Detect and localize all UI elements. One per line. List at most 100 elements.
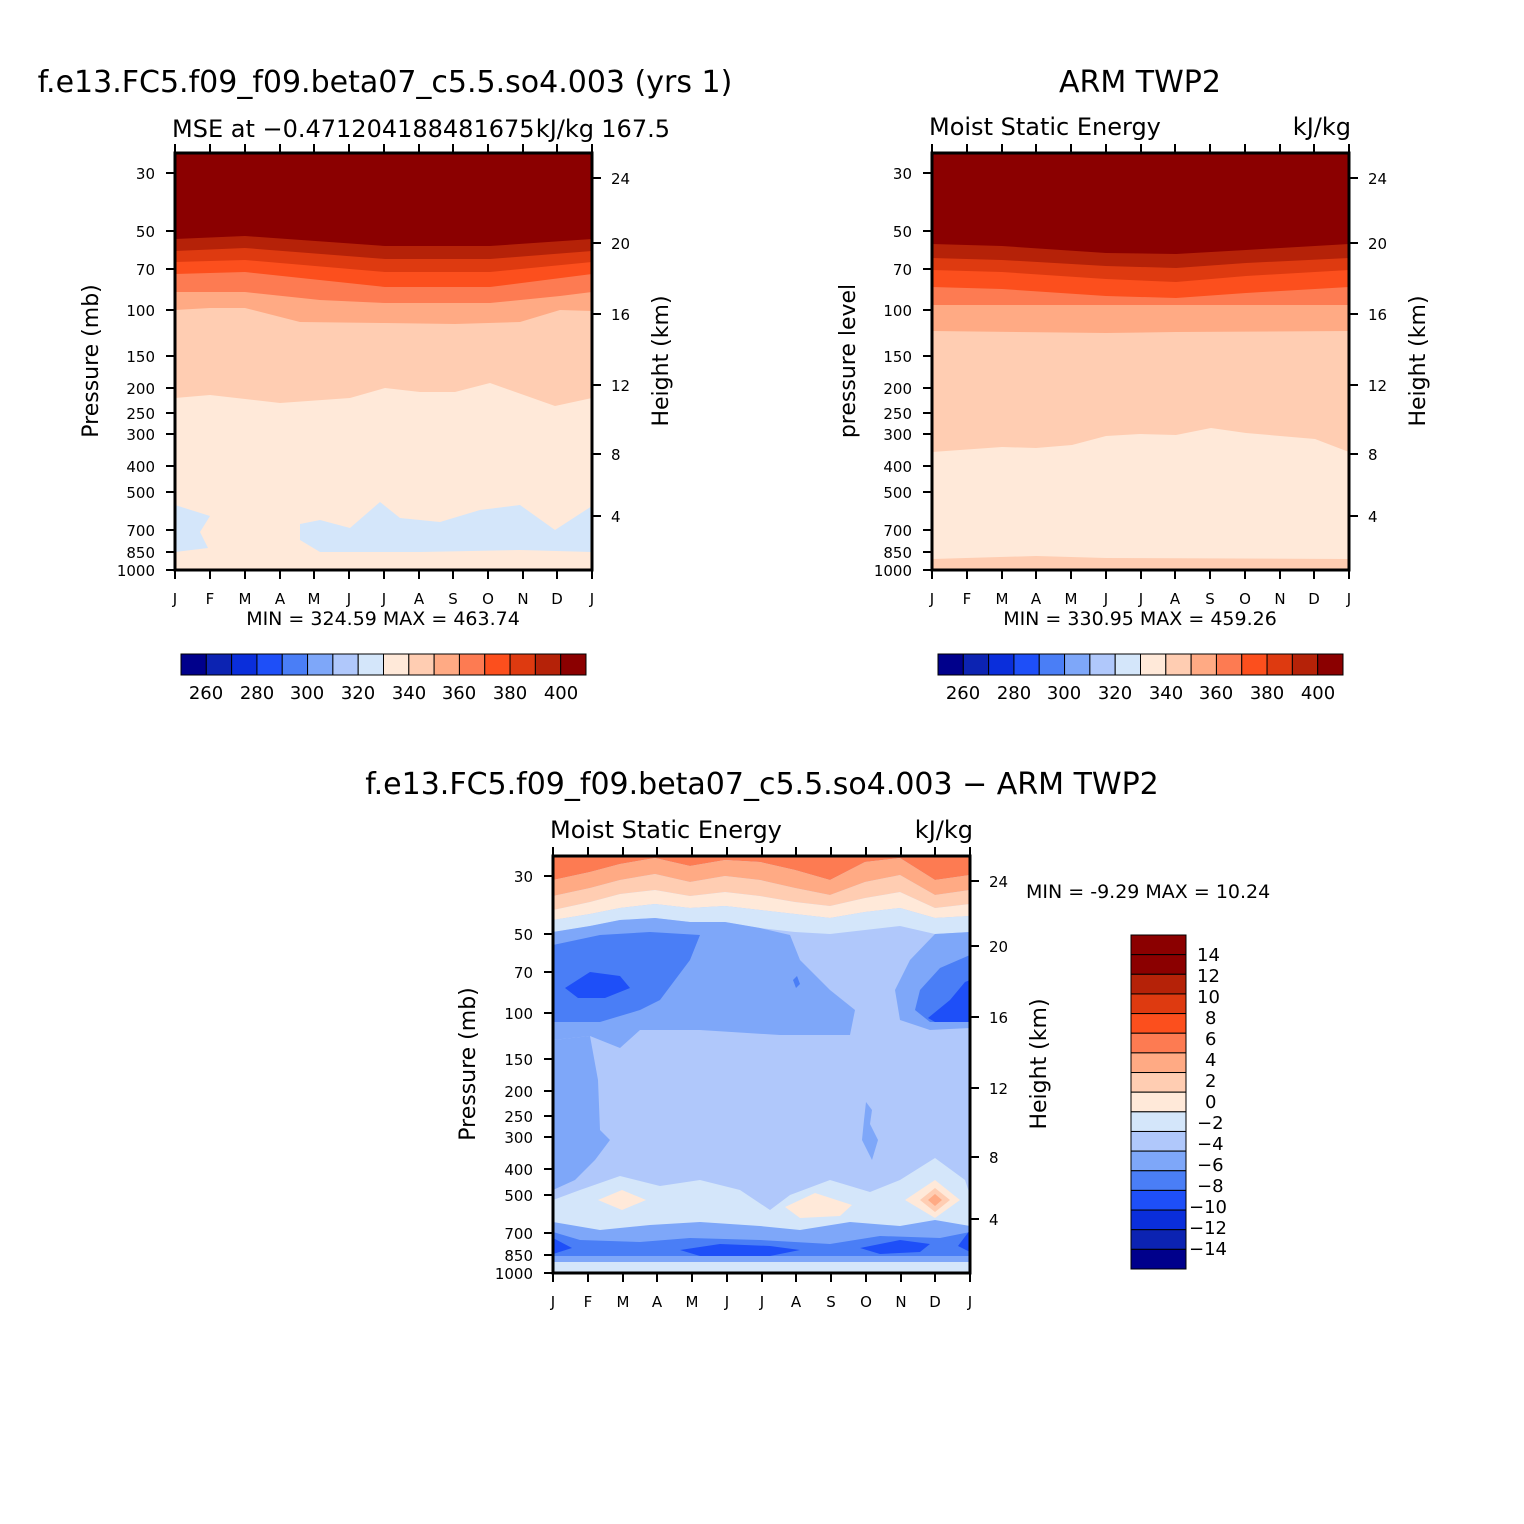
- x-tick-label: A: [1031, 590, 1042, 608]
- panel-diff-y-tick-labels: 30 50 70 100 150 200 250 300 400 500 700…: [495, 868, 533, 1283]
- model-band-330-bottom: [175, 562, 592, 570]
- colorbar-label: 280: [240, 683, 274, 704]
- colorbar-swatch: [1130, 934, 1187, 956]
- colorbar-swatch: [1038, 653, 1066, 676]
- colorbar-swatch: [433, 653, 460, 676]
- panel-obs-y-tick-labels: 30 50 70 100 150 200 250 300 400 500 700…: [874, 165, 912, 580]
- panel-diff-plot: [551, 854, 972, 1275]
- y-tick-label: 200: [126, 380, 155, 398]
- panel-model-left-subtitle: MSE at −0.471204188481675: [172, 115, 535, 143]
- colorbar-label: 320: [1098, 683, 1132, 704]
- y-tick-label: 100: [883, 302, 912, 320]
- diff-upper-8: [553, 932, 700, 1022]
- x-tick-label: O: [1239, 590, 1251, 608]
- x-tick-label: D: [1308, 590, 1320, 608]
- y-tick-label: 400: [126, 458, 155, 476]
- colorbar-label: −10: [1189, 1197, 1227, 1218]
- x-tick-label: A: [652, 1293, 663, 1311]
- diff-lower-10-b: [860, 1240, 930, 1254]
- colorbar-label: 12: [1197, 966, 1220, 987]
- y-tick-label: 700: [883, 522, 912, 540]
- panel-diff-x-axis: [552, 847, 971, 1282]
- panel-diff-colorbar-labels: 14 12 10 8 6 4 2 0 −2 −4 −6 −8 −10 −12 −…: [1189, 945, 1227, 1260]
- colorbar-swatch: [1130, 1229, 1187, 1250]
- y-tick-label: 700: [126, 522, 155, 540]
- panel-model-y2label: Height (km): [649, 295, 674, 426]
- colorbar-swatch: [1089, 653, 1116, 676]
- panel-model-y-tick-labels: 30 50 70 100 150 200 250 300 400 500 700…: [117, 165, 155, 580]
- y-tick-label: 1000: [495, 1265, 533, 1283]
- x-tick-label: J: [967, 1293, 972, 1311]
- colorbar-swatch: [383, 653, 410, 676]
- panel-diff-y2-axis: [970, 880, 979, 1220]
- x-tick-label: J: [589, 590, 594, 608]
- colorbar-swatch: [1130, 993, 1187, 1015]
- colorbar-swatch: [408, 653, 435, 676]
- panel-obs-x-axis: [931, 144, 1350, 579]
- colorbar-swatch: [1064, 653, 1091, 676]
- y2-tick-label: 20: [1368, 235, 1387, 253]
- diff-lower-8-band: [553, 1232, 970, 1256]
- x-tick-label: A: [414, 590, 425, 608]
- y2-tick-label: 24: [611, 170, 630, 188]
- diff-lower-0-b: [785, 1193, 852, 1218]
- colorbar-swatch: [560, 653, 587, 676]
- colorbar-label: 0: [1205, 1092, 1216, 1113]
- x-tick-label: J: [550, 1293, 555, 1311]
- colorbar-swatch: [1130, 1072, 1187, 1093]
- colorbar-swatch: [1013, 653, 1040, 676]
- colorbar-label: −4: [1197, 1134, 1224, 1155]
- colorbar-swatch: [1130, 954, 1187, 975]
- y-tick-label: 50: [893, 223, 912, 241]
- colorbar-label: 2: [1205, 1071, 1216, 1092]
- panel-obs-plot: [930, 151, 1351, 572]
- colorbar-swatch: [1266, 653, 1293, 676]
- colorbar-swatch: [332, 653, 359, 676]
- y-tick-label: 850: [883, 544, 912, 562]
- y2-tick-label: 4: [989, 1211, 999, 1229]
- y-tick-label: 300: [126, 426, 155, 444]
- panel-model-x-axis: [174, 144, 593, 579]
- x-tick-label: J: [172, 590, 177, 608]
- colorbar-swatch: [1130, 973, 1187, 995]
- x-tick-label: S: [448, 590, 458, 608]
- y-tick-label: 70: [136, 261, 155, 279]
- x-tick-label: J: [759, 1293, 764, 1311]
- panel-diff-ylabel: Pressure (mb): [456, 987, 481, 1141]
- diff-lower-0-a: [598, 1190, 646, 1210]
- x-tick-label: D: [551, 590, 563, 608]
- colorbar-swatch: [1291, 653, 1319, 676]
- x-tick-label: M: [996, 590, 1009, 608]
- y-tick-label: 850: [126, 544, 155, 562]
- panel-obs-colorbar-labels: 260 280 300 320 340 360 380 400: [946, 683, 1335, 704]
- x-tick-label: M: [308, 590, 321, 608]
- colorbar-label: 300: [290, 683, 324, 704]
- x-tick-label: M: [1065, 590, 1078, 608]
- colorbar-swatch: [1130, 1150, 1187, 1172]
- colorbar-swatch: [1317, 653, 1344, 676]
- y-tick-label: 100: [504, 1005, 533, 1023]
- x-tick-label: M: [617, 1293, 630, 1311]
- x-tick-label: F: [584, 1293, 593, 1311]
- y2-tick-label: 16: [1368, 306, 1387, 324]
- panel-obs-y-axis: [923, 172, 932, 571]
- y2-tick-label: 12: [1368, 377, 1387, 395]
- colorbar-swatch: [534, 653, 562, 676]
- y2-tick-label: 12: [611, 377, 630, 395]
- colorbar-swatch: [180, 653, 207, 676]
- panel-obs-colorbar: [937, 653, 1344, 676]
- x-tick-label: J: [1138, 590, 1143, 608]
- panel-obs-right-subtitle: kJ/kg: [1293, 113, 1351, 141]
- y-tick-label: 30: [893, 165, 912, 183]
- colorbar-label: 360: [442, 683, 476, 704]
- diff-lower-10-left: [553, 1238, 572, 1254]
- y-tick-label: 200: [504, 1083, 533, 1101]
- panel-model: f.e13.FC5.f09_f09.beta07_c5.5.so4.003 (y…: [38, 65, 733, 704]
- y2-tick-label: 20: [611, 235, 630, 253]
- panel-model-y-axis: [166, 172, 175, 571]
- colorbar-label: −2: [1197, 1113, 1224, 1134]
- y-tick-label: 250: [126, 405, 155, 423]
- x-tick-label: J: [346, 590, 351, 608]
- diff-top-6: [553, 856, 970, 880]
- diff-top-neg2: [553, 904, 970, 934]
